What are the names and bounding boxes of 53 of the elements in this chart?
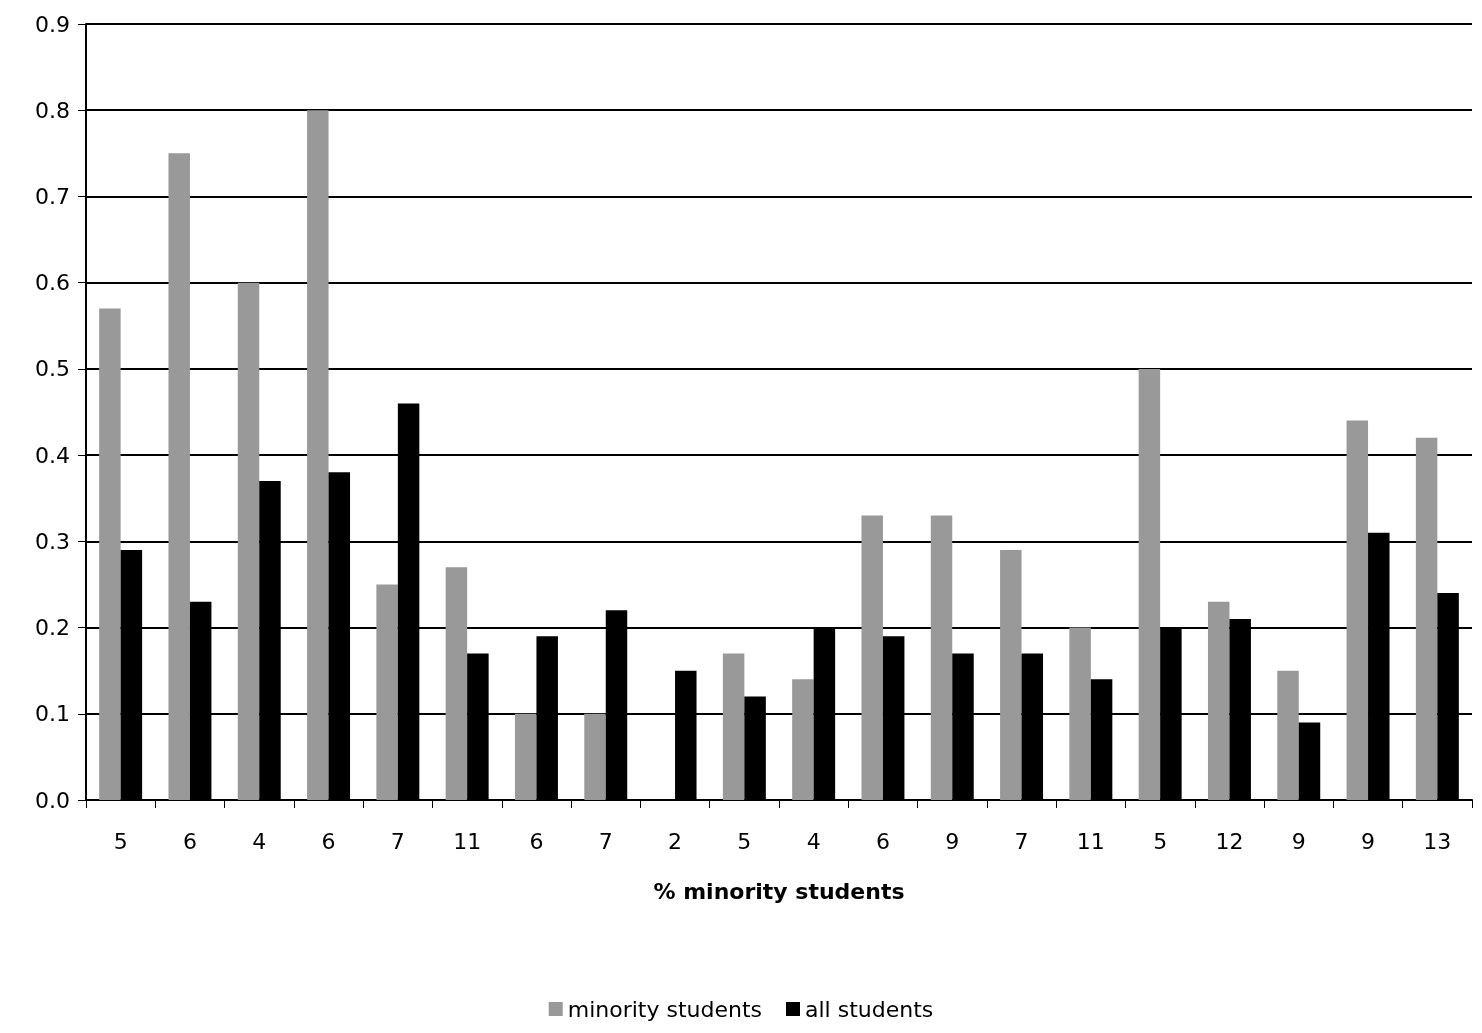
bar bbox=[584, 713, 606, 800]
bar bbox=[514, 713, 537, 800]
bar bbox=[99, 308, 121, 800]
x-tick-label: 5 bbox=[1153, 828, 1168, 854]
y-tick-label: 0.2 bbox=[35, 615, 70, 641]
x-tick-label: 5 bbox=[113, 828, 128, 854]
y-tick-label: 0.1 bbox=[35, 701, 70, 727]
y-tick-label: 0.7 bbox=[35, 183, 70, 209]
bar bbox=[1207, 601, 1230, 800]
x-tick-label: 11 bbox=[1076, 828, 1105, 854]
y-tick-label: 0.4 bbox=[35, 442, 70, 468]
x-tick-label: 5 bbox=[737, 828, 752, 854]
bar bbox=[1346, 420, 1369, 800]
bar bbox=[1277, 670, 1299, 800]
bar bbox=[1415, 437, 1438, 800]
bar bbox=[445, 567, 468, 800]
legend-label: minority students bbox=[567, 996, 763, 1022]
bar bbox=[168, 153, 190, 800]
bar bbox=[376, 584, 398, 800]
x-tick-label: 4 bbox=[252, 828, 267, 854]
y-tick-label: 0.0 bbox=[35, 787, 70, 813]
bar bbox=[1069, 627, 1091, 800]
bar bbox=[307, 110, 329, 800]
x-tick-label: 2 bbox=[668, 828, 683, 854]
x-tick-label: 13 bbox=[1423, 828, 1452, 854]
x-tick-label: 6 bbox=[875, 828, 890, 854]
y-tick-label: 0.6 bbox=[35, 270, 70, 296]
bar bbox=[722, 653, 745, 800]
y-tick-label: 0.9 bbox=[35, 11, 70, 37]
x-tick-label: 11 bbox=[453, 828, 482, 854]
y-tick-label: 0.5 bbox=[35, 356, 70, 382]
x-tick-label: 9 bbox=[945, 828, 960, 854]
x-axis-title: % minority students bbox=[653, 878, 905, 904]
x-tick-label: 9 bbox=[1291, 828, 1306, 854]
bar bbox=[237, 282, 260, 800]
bar bbox=[1000, 549, 1022, 800]
x-tick-label: 7 bbox=[390, 828, 405, 854]
x-tick-label: 6 bbox=[529, 828, 544, 854]
x-tick-label: 7 bbox=[1014, 828, 1029, 854]
x-tick-label: 9 bbox=[1361, 828, 1376, 854]
x-tick-label: 6 bbox=[321, 828, 336, 854]
x-tick-label: 6 bbox=[182, 828, 197, 854]
legend-label: all students bbox=[805, 996, 934, 1022]
bar bbox=[930, 515, 953, 800]
y-tick-label: 0.3 bbox=[35, 528, 70, 554]
bar bbox=[1298, 722, 1321, 800]
bar bbox=[1138, 368, 1161, 800]
x-tick-label: 12 bbox=[1215, 828, 1244, 854]
y-tick-label: 0.8 bbox=[35, 97, 70, 123]
bar bbox=[861, 515, 883, 800]
bar bbox=[792, 679, 814, 800]
x-tick-label: 7 bbox=[598, 828, 613, 854]
x-tick-label: 4 bbox=[806, 828, 821, 854]
